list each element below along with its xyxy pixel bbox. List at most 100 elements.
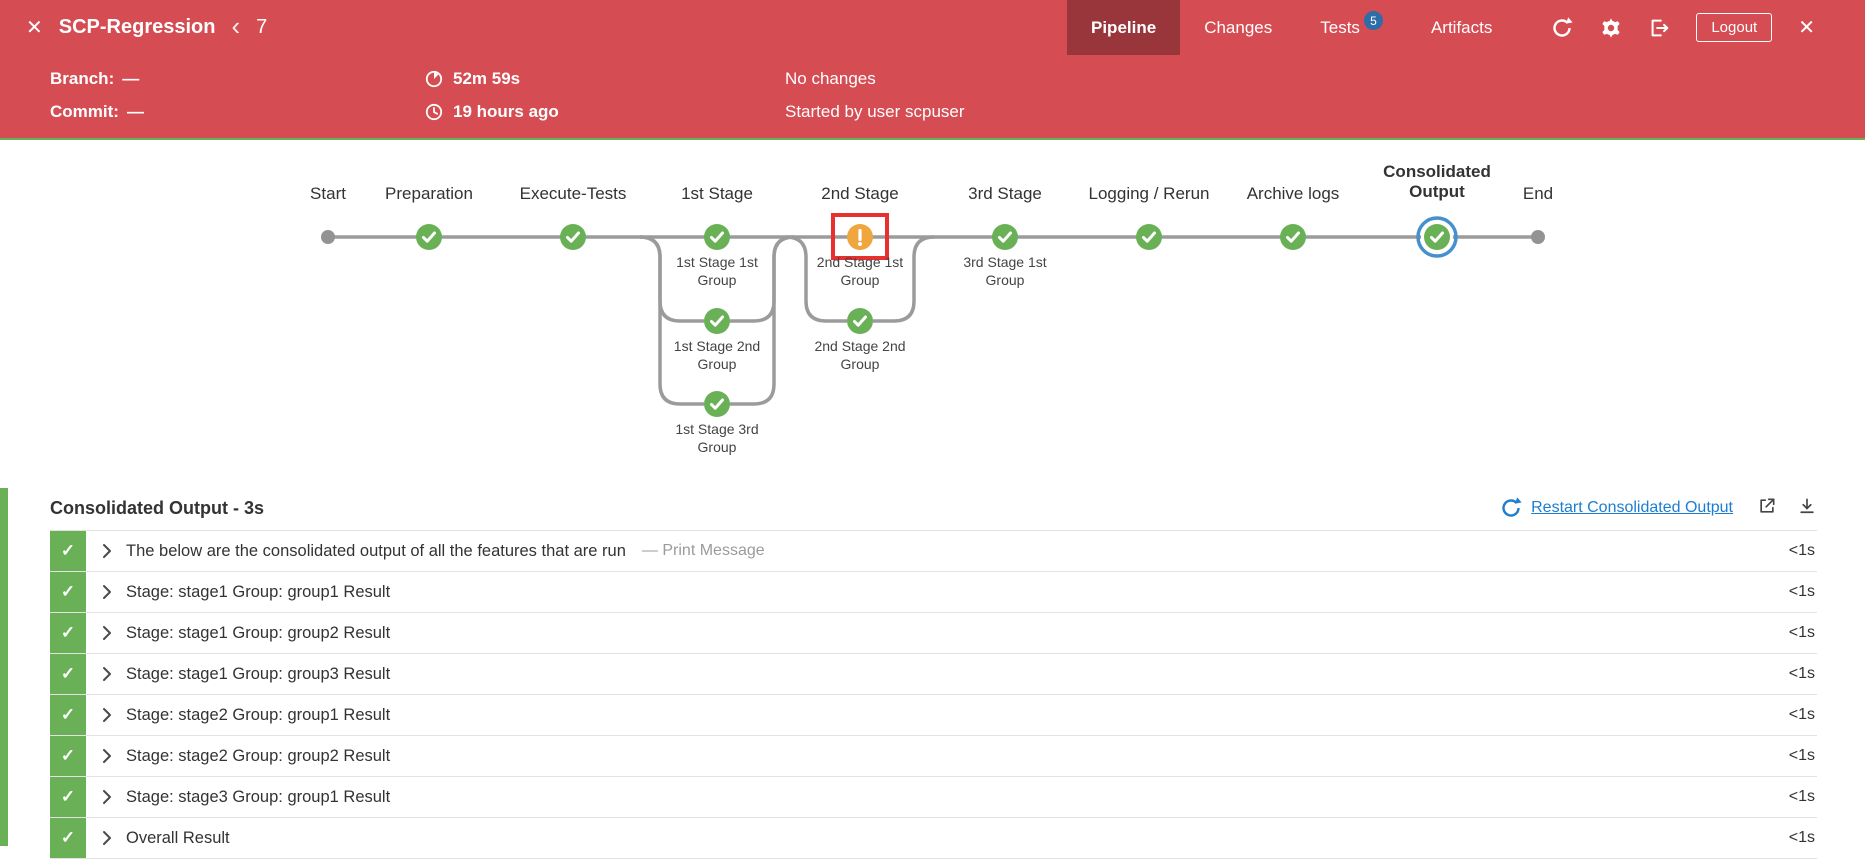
node-end bbox=[1531, 230, 1545, 244]
node-1st-stage-2nd-group[interactable] bbox=[704, 308, 730, 334]
unstable-node-highlight-box bbox=[831, 213, 889, 260]
log-actions: Restart Consolidated Output bbox=[1499, 496, 1817, 521]
chevron-right-icon[interactable] bbox=[102, 707, 112, 723]
log-row[interactable]: Stage: stage1 Group: group2 Result <1s bbox=[50, 613, 1817, 654]
log-row[interactable]: Overall Result <1s bbox=[50, 818, 1817, 859]
stage-label-1st-stage: 1st Stage bbox=[681, 184, 753, 203]
run-number: 7 bbox=[256, 16, 268, 38]
commit-value: — bbox=[126, 101, 144, 121]
log-section: Consolidated Output - 3s Restart Consoli… bbox=[0, 488, 1865, 859]
restart-icon[interactable] bbox=[1499, 496, 1523, 520]
stage-label-2nd-stage: 2nd Stage bbox=[821, 184, 899, 203]
close-icon-right[interactable] bbox=[1798, 18, 1815, 38]
duration-value: 52m 59s bbox=[453, 69, 521, 89]
chevron-right-icon[interactable] bbox=[102, 748, 112, 764]
log-rows: The below are the consolidated output of… bbox=[50, 530, 1817, 859]
log-header: Consolidated Output - 3s Restart Consoli… bbox=[50, 488, 1817, 528]
log-row-duration: <1s bbox=[1788, 665, 1815, 682]
topbar-actions: Logout bbox=[1516, 0, 1865, 55]
node-2nd-stage-2nd-group[interactable] bbox=[847, 308, 873, 334]
log-row-text: Stage: stage2 Group: group2 Result bbox=[126, 746, 391, 765]
commit-info: Commit: — bbox=[50, 102, 425, 122]
tab-tests-label: Tests bbox=[1320, 17, 1360, 37]
node-logging-rerun[interactable] bbox=[1136, 224, 1162, 250]
clock-icon bbox=[425, 103, 443, 120]
node-1st-stage-3rd-group[interactable] bbox=[704, 391, 730, 417]
log-row-text: Stage: stage1 Group: group3 Result bbox=[126, 664, 391, 683]
node-start bbox=[321, 230, 335, 244]
log-row[interactable]: Stage: stage1 Group: group1 Result <1s bbox=[50, 572, 1817, 613]
download-logs-icon[interactable] bbox=[1797, 496, 1817, 521]
log-row-text: Stage: stage1 Group: group2 Result bbox=[126, 623, 391, 642]
tab-pipeline-label: Pipeline bbox=[1091, 17, 1157, 37]
chevron-right-icon[interactable] bbox=[102, 584, 112, 600]
node-preparation[interactable] bbox=[416, 224, 442, 250]
log-row-text: Overall Result bbox=[126, 828, 230, 847]
success-check-icon bbox=[50, 654, 86, 694]
tab-artifacts[interactable]: Artifacts bbox=[1407, 0, 1516, 55]
node-caption-1st-stage-3rd-group: 1st Stage 3rd Group bbox=[675, 421, 759, 455]
log-row[interactable]: Stage: stage2 Group: group1 Result <1s bbox=[50, 695, 1817, 736]
chevron-right-icon[interactable] bbox=[102, 830, 112, 846]
log-title: Consolidated Output - 3s bbox=[50, 497, 264, 518]
node-caption-1st-stage-2nd-group: 1st Stage 2nd Group bbox=[673, 338, 761, 372]
log-row-text: Stage: stage3 Group: group1 Result bbox=[126, 787, 391, 806]
logout-button[interactable]: Logout bbox=[1696, 13, 1773, 42]
stage-label-consolidated-output: Consolidated Output bbox=[1383, 162, 1491, 202]
node-2nd-stage-1st-group-unstable[interactable] bbox=[847, 224, 873, 250]
node-1st-stage-1st-group[interactable] bbox=[704, 224, 730, 250]
log-row-duration: <1s bbox=[1788, 583, 1815, 600]
tab-tests[interactable]: Tests 5 bbox=[1296, 0, 1407, 55]
tab-changes-label: Changes bbox=[1204, 17, 1273, 37]
stage-label-archive-logs: Archive logs bbox=[1246, 184, 1340, 203]
log-row-text: Stage: stage2 Group: group1 Result bbox=[126, 705, 391, 724]
log-row-duration: <1s bbox=[1788, 542, 1815, 559]
node-caption-2nd-stage-2nd-group: 2nd Stage 2nd Group bbox=[814, 338, 906, 372]
success-check-icon bbox=[50, 572, 86, 612]
log-row[interactable]: The below are the consolidated output of… bbox=[50, 531, 1817, 572]
exit-icon[interactable] bbox=[1648, 17, 1670, 39]
pipeline-graph-canvas bbox=[321, 213, 1545, 417]
success-check-icon bbox=[50, 613, 86, 653]
tests-count-badge: 5 bbox=[1363, 11, 1383, 30]
chevron-right-icon[interactable] bbox=[102, 789, 112, 805]
rerun-icon[interactable] bbox=[1550, 16, 1574, 40]
gear-icon[interactable] bbox=[1600, 17, 1622, 39]
node-caption-3rd-stage-1st-group: 3rd Stage 1st Group bbox=[963, 254, 1047, 288]
log-row[interactable]: Stage: stage1 Group: group3 Result <1s bbox=[50, 654, 1817, 695]
changes-value: No changes bbox=[785, 69, 876, 89]
log-row[interactable]: Stage: stage2 Group: group2 Result <1s bbox=[50, 736, 1817, 777]
node-consolidated-output-selected[interactable] bbox=[1416, 216, 1458, 258]
pipeline-name[interactable]: SCP-Regression bbox=[58, 16, 216, 38]
tab-pipeline[interactable]: Pipeline bbox=[1067, 0, 1181, 55]
node-3rd-stage-1st-group[interactable] bbox=[992, 224, 1018, 250]
chevron-right-icon[interactable] bbox=[102, 625, 112, 641]
chevron-left-icon bbox=[231, 15, 240, 41]
stage-label-end: End bbox=[1522, 184, 1554, 203]
node-execute-tests[interactable] bbox=[560, 224, 586, 250]
success-check-icon bbox=[50, 818, 86, 858]
log-row-duration: <1s bbox=[1788, 829, 1815, 846]
topbar-spacer bbox=[267, 0, 1067, 55]
log-row-suffix: — Print Message bbox=[641, 542, 765, 559]
tab-artifacts-label: Artifacts bbox=[1430, 17, 1493, 37]
tab-bar: Pipeline Changes Tests 5 Artifacts bbox=[1067, 0, 1516, 55]
success-check-icon bbox=[50, 777, 86, 817]
log-row-duration: <1s bbox=[1788, 706, 1815, 723]
close-icon-left[interactable] bbox=[26, 18, 43, 38]
chevron-right-icon[interactable] bbox=[102, 666, 112, 682]
chevron-right-icon[interactable] bbox=[102, 543, 112, 559]
node-caption-1st-stage-1st-group: 1st Stage 1st Group bbox=[676, 254, 758, 288]
node-archive-logs[interactable] bbox=[1280, 224, 1306, 250]
branch-value: — bbox=[122, 69, 140, 89]
stage-label-logging-rerun: Logging / Rerun bbox=[1088, 184, 1210, 203]
restart-stage-link[interactable]: Restart Consolidated Output bbox=[1531, 499, 1733, 516]
tab-changes[interactable]: Changes bbox=[1180, 0, 1296, 55]
stage-label-3rd-stage: 3rd Stage bbox=[968, 184, 1042, 203]
completed-info: 19 hours ago bbox=[425, 102, 785, 122]
log-row[interactable]: Stage: stage3 Group: group1 Result <1s bbox=[50, 777, 1817, 818]
started-by-value: Started by user scpuser bbox=[785, 101, 965, 121]
success-check-icon bbox=[50, 736, 86, 776]
open-in-new-tab-icon[interactable] bbox=[1757, 496, 1777, 521]
node-caption-2nd-stage-1st-group: 2nd Stage 1st Group bbox=[816, 254, 904, 288]
